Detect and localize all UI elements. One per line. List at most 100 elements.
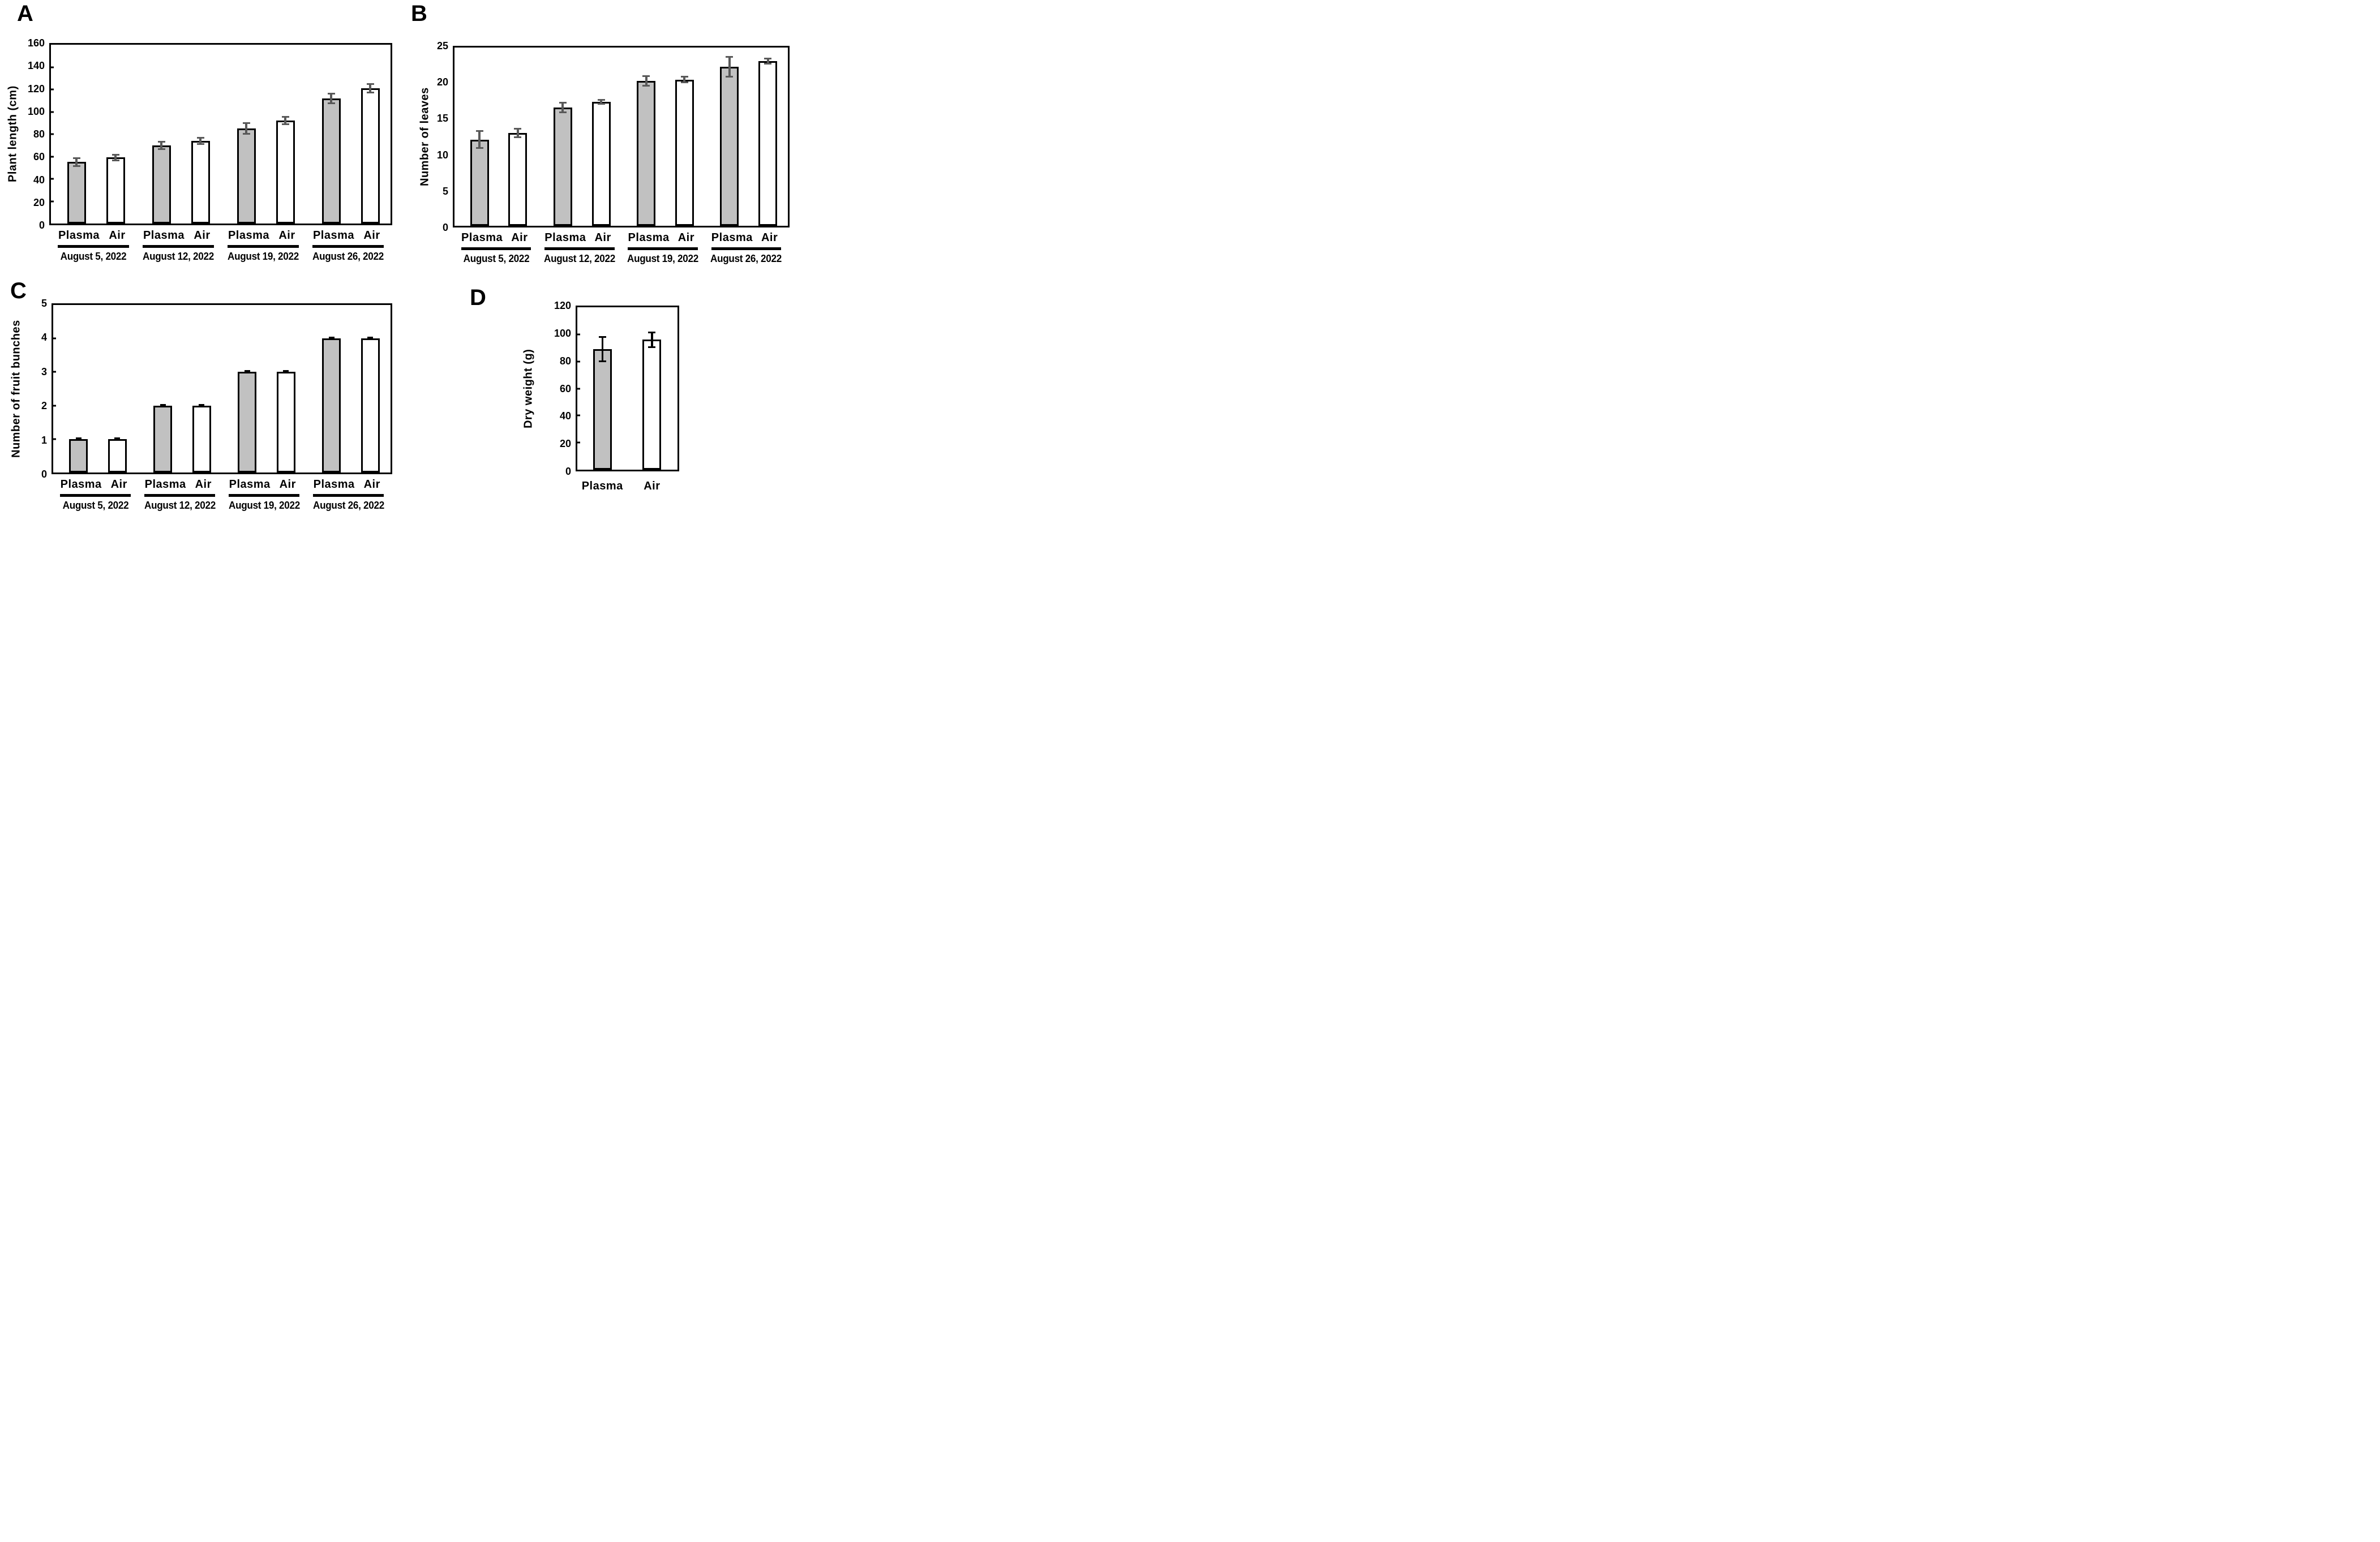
error-bar-cap-bottom: [559, 111, 567, 113]
error-bar-air-c: [367, 337, 374, 341]
bar-air-b: [675, 79, 694, 226]
error-bar-air-b: [597, 98, 605, 105]
x-group-b-4: Plasma Air August 26, 2022: [705, 231, 788, 267]
y-tick-label-b: 5: [442, 185, 448, 197]
group-underline: [544, 247, 615, 250]
bar-air-d: [642, 340, 662, 470]
y-tick-mark-a: [51, 200, 54, 202]
y-tick-label-c: 5: [41, 298, 47, 309]
y-tick-label-b: 15: [436, 113, 448, 124]
error-bar-plasma-a: [327, 92, 335, 104]
error-bar-cap-top: [367, 337, 374, 339]
group-label-air: Air: [511, 231, 528, 244]
group-underline: [228, 494, 300, 497]
panel-b-letter: B: [411, 1, 428, 26]
error-bar-cap-top: [157, 140, 165, 143]
error-bar-cap-top: [244, 370, 250, 372]
y-tick-label-a: 60: [33, 151, 45, 163]
error-bar-cap-top: [680, 76, 688, 78]
y-tick-mark-c: [53, 371, 56, 373]
error-bar-line: [75, 157, 78, 167]
group-label-plasma: Plasma: [143, 229, 185, 242]
error-bar-air-a: [196, 136, 204, 145]
error-bar-line: [478, 130, 481, 149]
error-bar-cap-top: [196, 136, 204, 139]
error-bar-cap-top: [514, 128, 522, 130]
error-bar-line: [728, 56, 731, 78]
bar-air-a: [361, 88, 380, 224]
group-label-plasma: Plasma: [228, 229, 270, 242]
y-tick-label-a: 80: [33, 128, 45, 140]
group-date-label: August 12, 2022: [144, 500, 216, 511]
error-bar-plasma-b: [475, 130, 483, 149]
error-bar-line: [284, 116, 286, 126]
bar-air-c: [361, 338, 380, 473]
y-tick-mark-c: [53, 405, 56, 407]
group-label-air: Air: [278, 229, 295, 242]
group-date-label: August 12, 2022: [143, 251, 214, 262]
error-bar-plasma-c: [244, 370, 250, 374]
group-date-label: August 19, 2022: [228, 251, 299, 262]
y-tick-label-c: 0: [41, 469, 47, 480]
y-tick-mark-c: [53, 337, 56, 340]
group-label-plasma: Plasma: [144, 478, 186, 491]
bar-plasma-a: [321, 98, 341, 224]
y-tick-label-d: 40: [559, 410, 571, 422]
bar-plasma-d: [593, 349, 612, 470]
error-bar-line: [330, 92, 332, 104]
y-tick-mark-d: [577, 388, 580, 389]
error-bar-line: [601, 336, 603, 362]
error-bar-cap-bottom: [157, 148, 165, 150]
y-tick-label-c: 2: [41, 400, 47, 412]
error-bar-cap-top: [112, 153, 119, 156]
panel-d-plot-area: [576, 306, 679, 471]
panel-c-y-tick-labels: 0 1 2 3 4 5: [16, 298, 47, 479]
panel-d-y-tick-labels: 0 20 40 60 80 100 120: [541, 300, 571, 476]
error-bar-cap-top: [328, 337, 335, 339]
error-bar-plasma-b: [726, 56, 734, 78]
x-group-a-2: Plasma Air August 12, 2022: [136, 229, 221, 265]
y-tick-label-b: 25: [436, 40, 448, 51]
error-bar-air-b: [514, 128, 522, 139]
group-label-plasma: Plasma: [628, 231, 670, 244]
error-bar-cap-bottom: [283, 372, 289, 374]
error-bar-cap-top: [598, 336, 606, 338]
error-bar-cap-bottom: [642, 85, 650, 87]
group-underline: [143, 245, 214, 248]
error-bar-line: [766, 57, 769, 65]
y-tick-label-a: 120: [27, 83, 45, 95]
error-bar-plasma-c: [328, 337, 335, 341]
error-bar-plasma-a: [72, 157, 80, 167]
error-bar-cap-top: [475, 130, 483, 132]
error-bar-air-b: [680, 76, 688, 83]
panel-b: B Number of leaves 0 5 10 15 20 25 Plasma Air A…: [0, 0, 794, 514]
error-bar-cap-bottom: [75, 439, 82, 441]
y-tick-label-a: 0: [38, 220, 45, 231]
group-underline: [628, 247, 698, 250]
bar-air-b: [508, 133, 528, 226]
error-bar-plasma-c: [160, 403, 166, 407]
y-tick-mark-a: [51, 88, 54, 91]
error-bar-cap-bottom: [242, 133, 250, 135]
group-date-label: August 26, 2022: [312, 500, 384, 511]
group-underline: [461, 247, 531, 250]
error-bar-air-a: [112, 153, 119, 162]
group-label-air: Air: [194, 229, 211, 242]
error-bar-plasma-a: [157, 140, 165, 150]
x-group-a-4: Plasma Air August 26, 2022: [306, 229, 391, 265]
error-bar-line: [683, 76, 686, 83]
error-bar-cap-top: [642, 75, 650, 78]
group-underline: [58, 245, 129, 248]
y-tick-label-c: 3: [41, 366, 47, 377]
group-label-air: Air: [594, 231, 611, 244]
y-tick-label-c: 4: [41, 332, 47, 343]
group-date-label: August 26, 2022: [312, 251, 384, 262]
y-tick-label-d: 100: [554, 327, 571, 339]
bar-plasma-b: [720, 67, 739, 226]
bar-label-plasma: Plasma: [581, 480, 623, 492]
y-tick-label-a: 140: [27, 60, 45, 72]
error-bar-cap-bottom: [327, 102, 335, 104]
panel-a-letter: A: [17, 1, 34, 26]
group-label-plasma: Plasma: [544, 231, 586, 244]
error-bar-plasma-b: [559, 101, 567, 113]
